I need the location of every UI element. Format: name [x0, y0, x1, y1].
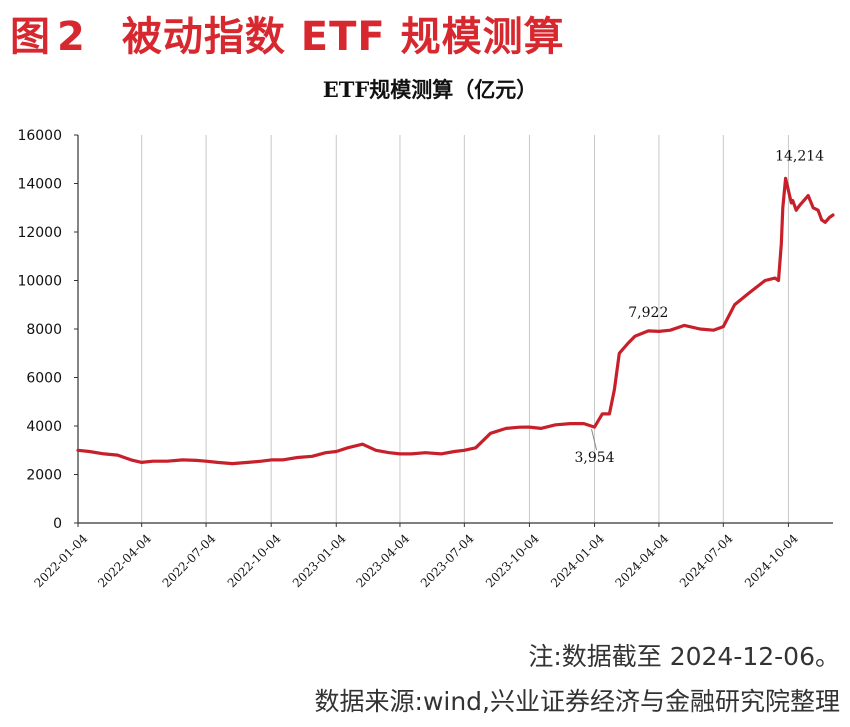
y-tick-label: 12000: [17, 225, 62, 241]
x-tick-label: 2024-01-04: [548, 531, 607, 590]
series: [76, 176, 835, 466]
y-tick-label: 0: [53, 516, 62, 532]
x-tick-label: 2024-04-04: [612, 531, 671, 590]
figure-number: 2: [57, 14, 86, 60]
y-tick-label: 6000: [26, 371, 62, 387]
y-tick-label: 2000: [26, 468, 62, 484]
x-tick-label: 2024-10-04: [742, 531, 801, 590]
x-tick-label: 2022-01-04: [32, 531, 91, 590]
source-text: 数据来源:wind,兴业证券经济与金融研究院整理: [314, 687, 840, 716]
figure-title: 图 2 被动指数 ETF 规模测算: [10, 4, 565, 62]
y-tick-label: 14000: [17, 177, 62, 193]
annotation-leader: [591, 428, 598, 451]
x-tick-label: 2022-10-04: [225, 531, 284, 590]
x-tick-label: 2023-10-04: [483, 531, 542, 590]
x-tick-label: 2022-04-04: [95, 531, 154, 590]
series-line: [76, 176, 835, 466]
chart-title: ETF规模测算（亿元）: [323, 77, 538, 102]
y-tick-label: 4000: [26, 419, 62, 435]
x-tick-label: 2024-07-04: [677, 531, 736, 590]
x-tick-label: 2022-07-04: [160, 531, 219, 590]
vertical-gridlines: [141, 135, 789, 523]
y-axis-ticks: 0 2000 4000 6000 8000 10000 12000 14000 16000: [17, 128, 78, 532]
note-text: 注:数据截至 2024-12-06。: [528, 642, 840, 671]
y-tick-label: 10000: [17, 274, 62, 290]
etf-scale-chart: ETF规模测算（亿元） 0 2000 4000 6000 8000 10000 12000 1…: [17, 77, 835, 590]
annotations: 3,954 7,922 14,214: [574, 148, 824, 466]
annotation-label: 7,922: [628, 305, 668, 321]
figure-title-text: 被动指数 ETF 规模测算: [121, 14, 565, 60]
annotation-label: 3,954: [574, 450, 614, 466]
y-tick-label: 8000: [26, 322, 62, 338]
x-tick-label: 2023-04-04: [353, 531, 412, 590]
x-tick-label: 2023-01-04: [290, 531, 349, 590]
annotation-label: 14,214: [775, 148, 824, 164]
y-tick-label: 16000: [17, 128, 62, 144]
x-axis-ticks: 2022-01-04 2022-04-04 2022-07-04 2022-10-04…: [32, 523, 801, 590]
x-tick-label: 2023-07-04: [418, 531, 477, 590]
figure-label: 图: [10, 14, 51, 60]
